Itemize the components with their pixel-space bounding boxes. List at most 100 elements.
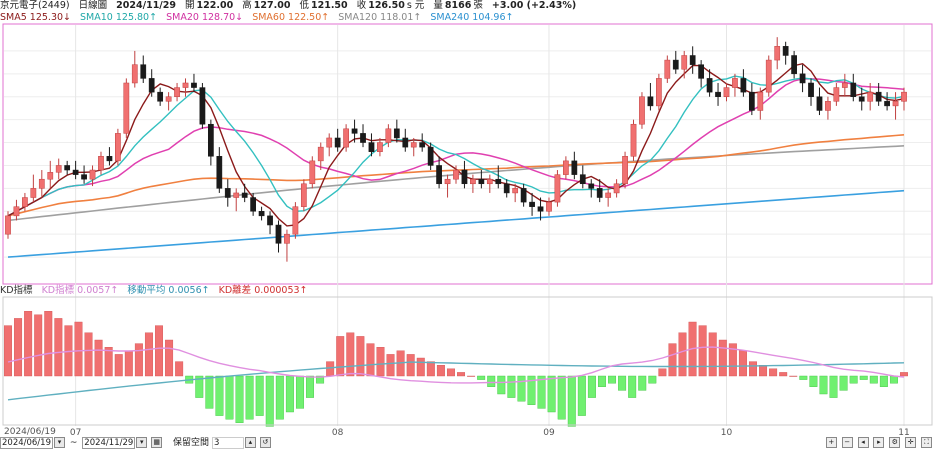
histogram-bar (708, 332, 717, 377)
histogram-bar (346, 332, 355, 377)
candles (5, 37, 907, 262)
candle-body (351, 128, 358, 134)
indicator-histogram (4, 311, 908, 427)
crosshair-icon[interactable]: ✛ (905, 437, 917, 448)
candle-body (199, 87, 206, 125)
histogram-bar (386, 354, 395, 377)
quote-header: 京元電子(2449) 日線圖 2024/11/29 開 122.00 高 127.0… (0, 0, 936, 12)
histogram-bar (74, 321, 83, 377)
histogram-bar (316, 375, 325, 384)
zoom-in-icon[interactable]: + (825, 437, 837, 448)
candle-body (47, 172, 54, 180)
range-from-input[interactable]: 2024/06/19 (0, 437, 53, 449)
candle-body (537, 206, 544, 212)
high-value: 127.00 (253, 0, 291, 11)
candle-body (140, 64, 147, 79)
candle-body (825, 101, 831, 111)
zoom-out-icon[interactable]: − (841, 437, 853, 448)
candle-body (841, 82, 848, 88)
histogram-bar (648, 375, 657, 384)
range-from-dropdown-icon[interactable]: ▾ (54, 437, 65, 448)
low-value: 121.50 (310, 0, 348, 11)
volume-unit: 張 (473, 0, 483, 11)
candle-body (402, 137, 409, 148)
candle-body (284, 233, 290, 244)
candle-body (368, 142, 375, 152)
legend-sma120: SMA120 118.01↑ (338, 12, 422, 23)
candle-body (427, 146, 434, 166)
scroll-left-icon[interactable]: ◂ (857, 437, 869, 448)
histogram-bar (84, 332, 93, 377)
legend-ma: 移動平均 0.0056↑ (127, 285, 210, 296)
candle-body (740, 78, 747, 93)
candle-body (867, 91, 874, 102)
candle-body (622, 156, 628, 185)
reset-icon[interactable]: ↺ (259, 437, 271, 448)
range-controls: 2024/06/19 ▾ ~ 2024/11/29 ▾ ▦ 保留空間 3 ▴ ↺ (0, 437, 936, 449)
candle-body (850, 82, 857, 97)
legend-sma240: SMA240 104.96↑ (430, 12, 514, 23)
histogram-bar (336, 336, 345, 377)
sma20-line (7, 78, 905, 217)
chart-label: 日線圖 (78, 0, 108, 11)
candle-body (157, 91, 164, 102)
histogram-bar (467, 375, 476, 377)
histogram-bar (44, 311, 53, 377)
settings-icon[interactable]: ⚙ (889, 437, 901, 448)
candle-body (385, 128, 392, 143)
candle-body (123, 82, 130, 134)
keep-space-input[interactable]: 3 (211, 437, 244, 449)
keep-space-spin-icon[interactable]: ▴ (244, 437, 256, 448)
histogram-bar (608, 375, 617, 384)
histogram-bar (849, 375, 858, 384)
histogram-bar (527, 375, 536, 405)
indicator-legend: KD指標 KD指標 0.0057↑ 移動平均 0.0056↑ KD離差 0.00… (0, 285, 314, 297)
histogram-bar (104, 347, 113, 377)
histogram-bar (124, 350, 133, 377)
histogram-bar (759, 365, 768, 377)
histogram-bar (839, 375, 848, 391)
candle-body (639, 96, 645, 125)
histogram-bar (698, 325, 707, 377)
candle-body (436, 165, 442, 185)
histogram-bar (557, 375, 566, 420)
histogram-bar (668, 343, 677, 377)
candle-body (579, 174, 586, 185)
range-to-dropdown-icon[interactable]: ▾ (136, 437, 148, 448)
open-value: 122.00 (196, 0, 234, 11)
candle-body (715, 91, 721, 97)
range-to-input[interactable]: 2024/11/29 (82, 437, 136, 449)
candle-body (884, 101, 890, 107)
candle-body (30, 188, 37, 198)
histogram-bar (94, 339, 103, 377)
volume-label: 量 (433, 0, 443, 11)
price-gridlines (4, 50, 931, 258)
candle-body (478, 178, 485, 185)
histogram-bar (255, 375, 264, 416)
histogram-bar (225, 375, 234, 420)
histogram-bar (406, 354, 415, 377)
candle-body (182, 82, 189, 88)
histogram-bar (567, 375, 576, 427)
histogram-bar (889, 375, 898, 384)
candle-body (723, 87, 730, 97)
histogram-bar (446, 368, 455, 377)
close-value: 126.50 (368, 0, 405, 11)
scroll-right-icon[interactable]: ▸ (873, 437, 885, 448)
x-tick-label: 08 (332, 428, 344, 437)
range-separator: ~ (69, 438, 78, 448)
histogram-bar (265, 375, 274, 427)
candle-body (393, 128, 400, 139)
histogram-bar (24, 311, 33, 377)
candle-body (774, 46, 781, 61)
fullscreen-icon[interactable]: ⛶ (921, 437, 932, 448)
candle-body (503, 183, 510, 194)
sma10-line (7, 75, 905, 217)
close-unit: s 元 (406, 0, 425, 11)
indicator-panel-border (2, 296, 933, 426)
candle-body (419, 142, 426, 148)
calendar-icon[interactable]: ▦ (151, 437, 163, 448)
candle-body (241, 192, 248, 198)
histogram-bar (175, 361, 184, 377)
keep-space-label: 保留空間 (173, 438, 210, 448)
